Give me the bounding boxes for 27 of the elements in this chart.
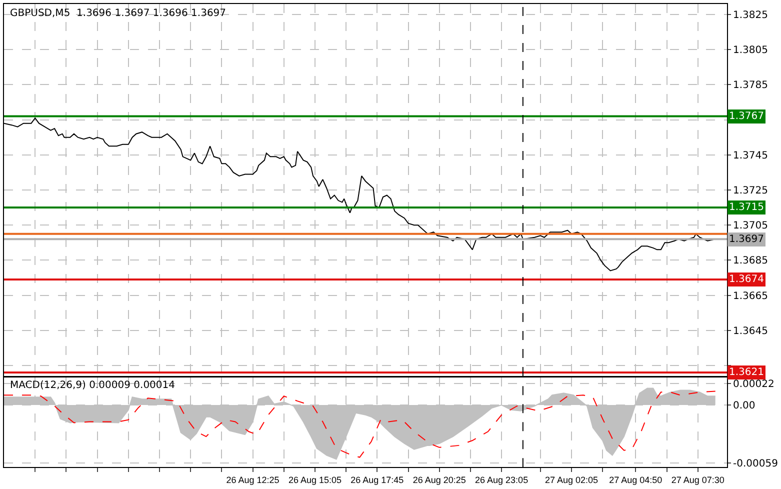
y-tick-label: 1.3805 <box>733 45 768 56</box>
ref-line-label: 1.3767 <box>729 111 764 122</box>
y-tick-label: 1.3745 <box>733 150 768 162</box>
y-tick-label: -0.00059 <box>733 458 778 470</box>
x-tick-label: 27 Aug 02:05 <box>544 474 598 485</box>
chart-title: MACD(12,26,9) 0.00009 0.00014 <box>10 380 176 391</box>
x-tick-label: 26 Aug 12:25 <box>226 474 280 485</box>
x-tick-label: 26 Aug 23:05 <box>475 474 528 485</box>
y-tick-label: 1.3725 <box>733 186 768 196</box>
x-tick-label: 26 Aug 15:05 <box>288 474 342 485</box>
y-tick-label: 1.3645 <box>733 326 768 337</box>
y-tick-label: 1.3785 <box>733 80 768 92</box>
y-tick-label: 0.00 <box>733 400 756 412</box>
ref-line-label: 1.3715 <box>729 202 764 213</box>
y-tick-label: 1.3665 <box>733 290 768 302</box>
x-tick-label: 27 Aug 04:50 <box>609 474 662 485</box>
y-tick-label: 1.3825 <box>733 10 768 22</box>
ref-line-label: 1.3674 <box>729 274 764 285</box>
x-tick-label: 26 Aug 17:45 <box>350 474 404 485</box>
y-tick-label: 1.3705 <box>733 220 768 232</box>
x-tick-label: 26 Aug 20:25 <box>412 474 466 485</box>
ref-line-label: 1.3697 <box>729 234 764 245</box>
y-tick-label: 0.00022 <box>733 378 774 390</box>
chart-title: GBPUSD,M5 1.3696 1.3697 1.3696 1.3697 <box>10 8 226 19</box>
ref-line-label: 1.3621 <box>729 367 764 378</box>
y-tick-label: 1.3685 <box>733 256 768 267</box>
x-tick-label: 27 Aug 07:30 <box>671 474 724 485</box>
